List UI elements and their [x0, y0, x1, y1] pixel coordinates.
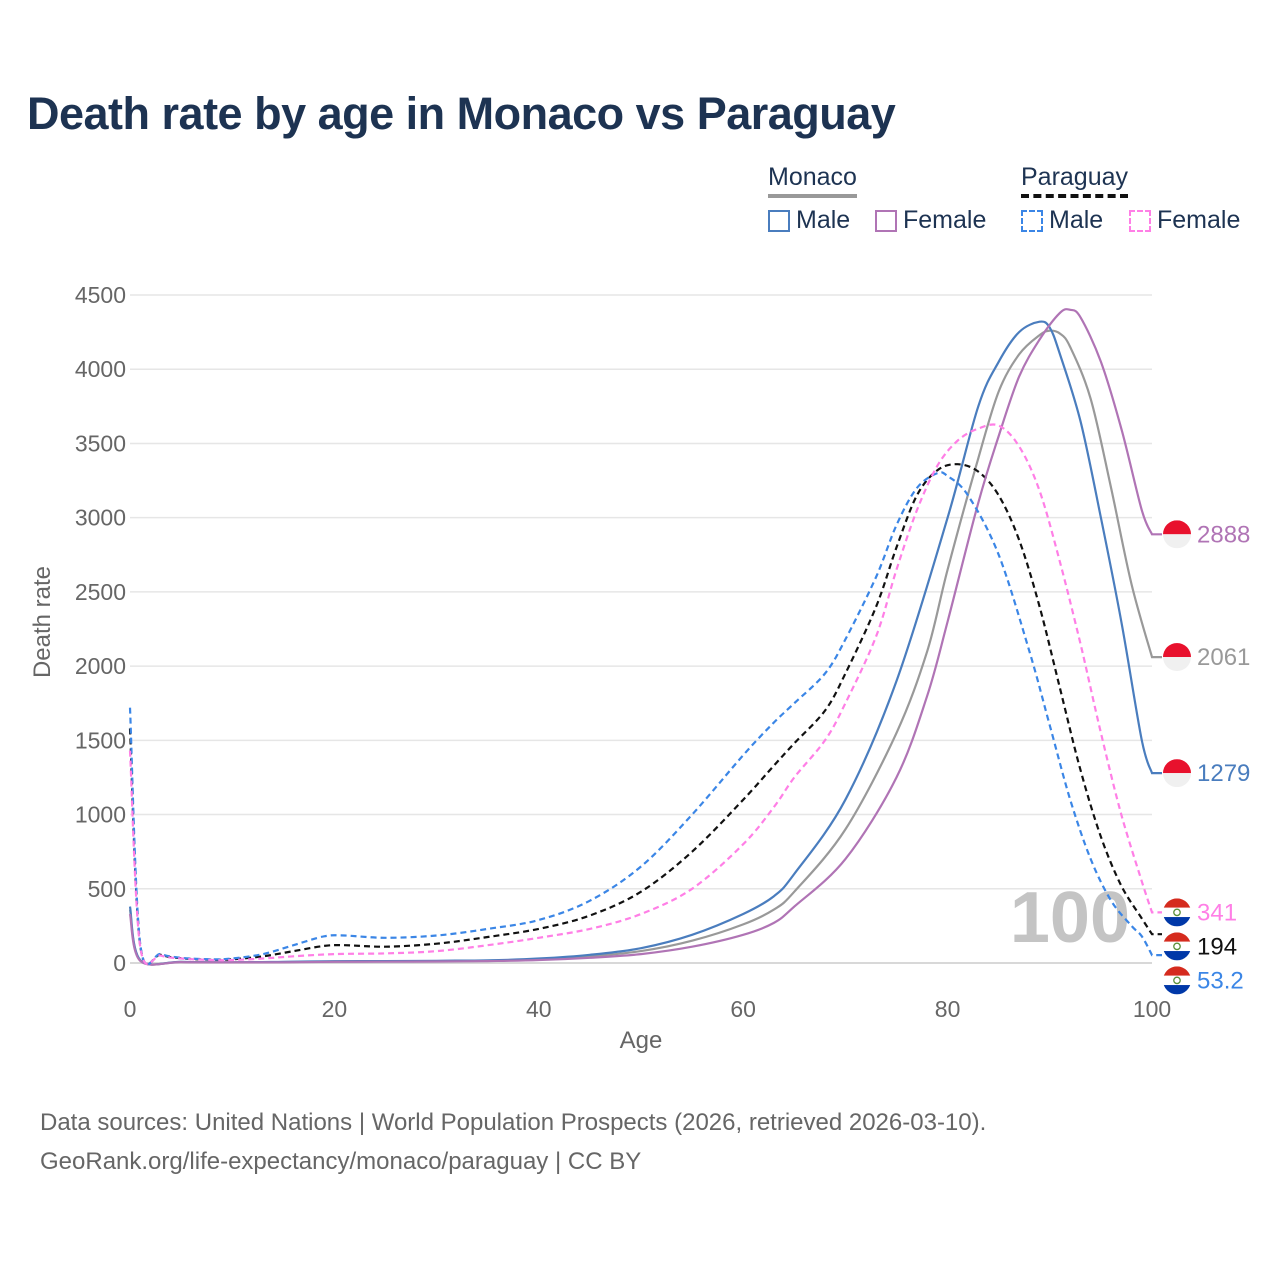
source-line-2[interactable]: GeoRank.org/life-expectancy/monaco/parag… [40, 1148, 642, 1175]
source-line-1: Data sources: United Nations | World Pop… [40, 1109, 987, 1136]
legend-item-paraguay-female[interactable]: Female [1129, 205, 1240, 235]
legend-swatch-monaco-male [768, 210, 790, 232]
x-tick-label: 60 [730, 996, 756, 1022]
y-tick-label: 1000 [75, 802, 126, 828]
flag-icon-monaco [1163, 759, 1191, 788]
legend-country-paraguay: Paraguay [1021, 163, 1129, 198]
legend-label-monaco-male: Male [796, 206, 851, 234]
y-tick-label: 2000 [75, 653, 126, 679]
series-line-paraguay-both[interactable] [128, 463, 1162, 966]
grid-lines [130, 294, 1152, 890]
series-line-paraguay-male[interactable] [128, 471, 1162, 966]
axes: 0 500 1000 1500 2000 2500 3000 3500 4000 4500 0 20 4… [75, 282, 1171, 1022]
end-label-monaco-female: 2888 [1197, 521, 1250, 548]
legend-item-paraguay-male[interactable]: Male [1021, 205, 1103, 235]
flag-icon-monaco [1163, 643, 1191, 672]
x-tick-label: 20 [322, 996, 348, 1022]
x-tick-label: 80 [935, 996, 961, 1022]
x-tick-label: 0 [124, 996, 137, 1022]
legend-label-paraguay-male: Male [1049, 206, 1104, 234]
series-lines [128, 308, 1162, 966]
end-label-monaco-male: 1279 [1197, 760, 1250, 787]
end-labels: 2888 2061 1279 341 194 53.2 [1163, 520, 1250, 995]
y-axis-title: Death rate [29, 566, 56, 678]
end-label-paraguay-both: 194 [1197, 933, 1237, 960]
y-tick-label: 4500 [75, 282, 126, 308]
flag-icon-paraguay [1163, 932, 1191, 961]
y-tick-label: 3500 [75, 430, 126, 456]
y-tick-label: 0 [113, 950, 126, 976]
legend-swatch-paraguay-male [1021, 210, 1043, 232]
series-line-monaco-both[interactable] [128, 329, 1162, 966]
legend-item-monaco-female[interactable]: Female [875, 205, 986, 235]
x-axis-title: Age [620, 1027, 663, 1054]
x-tick-label: 100 [1133, 996, 1171, 1022]
flag-icon-paraguay [1163, 898, 1191, 927]
end-label-paraguay-male: 53.2 [1197, 967, 1244, 994]
chart-plot: 0 500 1000 1500 2000 2500 3000 3500 4000 4500 0 20 4… [29, 282, 1250, 1054]
end-label-paraguay-female: 341 [1197, 899, 1237, 926]
y-tick-label: 2500 [75, 579, 126, 605]
legend-label-paraguay-female: Female [1157, 206, 1241, 234]
series-line-monaco-male[interactable] [128, 320, 1162, 966]
end-label-monaco-both: 2061 [1197, 644, 1250, 671]
y-tick-label: 4000 [75, 356, 126, 382]
legend-label-monaco-female: Female [903, 206, 987, 234]
legend-swatch-monaco-female [875, 210, 897, 232]
series-line-monaco-female[interactable] [128, 308, 1162, 966]
flag-icon-monaco [1163, 520, 1191, 549]
chart-title: Death rate by age in Monaco vs Paraguay [27, 88, 896, 139]
flag-icon-paraguay [1163, 966, 1191, 995]
y-tick-label: 1500 [75, 727, 126, 753]
legend-item-monaco-male[interactable]: Male [768, 205, 850, 235]
x-tick-label: 40 [526, 996, 552, 1022]
y-tick-label: 500 [88, 876, 126, 902]
y-tick-label: 3000 [75, 505, 126, 531]
legend-swatch-paraguay-female [1129, 210, 1151, 232]
legend-country-monaco: Monaco [768, 163, 857, 198]
year-watermark: 100 [1010, 878, 1130, 958]
series-line-paraguay-female[interactable] [128, 423, 1162, 965]
